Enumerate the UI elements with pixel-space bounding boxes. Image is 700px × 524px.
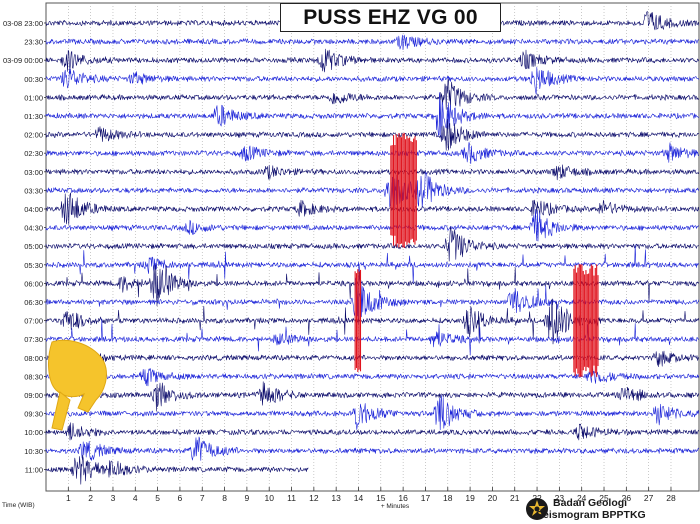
chart-title: PUSS EHZ VG 00 (280, 3, 501, 32)
row-time-label: 07:00 (24, 317, 43, 326)
row-time-label: 07:30 (24, 335, 43, 344)
clipped-events-layer (354, 132, 599, 378)
row-time-label: 03-08 23:00 (3, 19, 43, 28)
row-time-label: 10:30 (24, 447, 43, 456)
hand-pointer-icon (48, 339, 107, 431)
seismic-trace (45, 118, 699, 151)
seismic-trace (45, 164, 700, 181)
x-tick-label: 24 (577, 493, 587, 503)
credit-line-1: Badan Geologi (553, 497, 628, 509)
seismic-trace (45, 209, 699, 242)
seismic-trace (45, 454, 309, 485)
x-tick-label: 11 (287, 493, 296, 503)
seismic-trace (45, 78, 700, 110)
seismic-trace (45, 381, 700, 412)
row-time-label: 05:00 (24, 242, 43, 251)
row-time-label: 03-09 00:00 (3, 56, 43, 65)
row-time-label: 04:00 (24, 205, 43, 214)
x-tick-label: 28 (666, 493, 676, 503)
x-tick-label: 4 (133, 493, 138, 503)
row-time-label: 06:00 (24, 279, 43, 288)
seismic-trace (45, 298, 700, 345)
row-time-label: 10:00 (24, 428, 43, 437)
seismic-trace (45, 436, 699, 461)
row-time-label: 08:30 (24, 372, 43, 381)
seismic-trace (45, 367, 700, 387)
row-time-label: 03:00 (24, 168, 43, 177)
seismic-trace (45, 171, 700, 210)
x-tick-label: 14 (354, 493, 364, 503)
badan-geologi-logo-icon (526, 498, 548, 520)
x-tick-label: 10 (264, 493, 274, 503)
seismic-trace (45, 192, 700, 225)
row-time-label: 03:30 (24, 186, 43, 195)
x-tick-label: 7 (200, 493, 205, 503)
trace-layer (45, 11, 700, 485)
x-tick-label: 16 (398, 493, 408, 503)
row-time-label: 01:00 (24, 93, 43, 102)
seismic-trace (45, 395, 700, 430)
seismic-trace (45, 318, 700, 356)
credit-block: Badan Geologi Seismogram BPPTKG (536, 497, 646, 521)
seismic-trace (45, 264, 700, 307)
x-tick-label: 21 (510, 493, 520, 503)
row-time-label: 01:30 (24, 112, 43, 121)
x-tick-label: 18 (443, 493, 453, 503)
seismic-trace (45, 422, 700, 441)
x-tick-label: 25 (599, 493, 609, 503)
x-tick-label: 27 (644, 493, 654, 503)
x-axis-label: + Minutes (381, 503, 410, 510)
y-axis-label: Time (WIB) (2, 502, 35, 509)
x-tick-label: 23 (555, 493, 565, 503)
x-tick-label: 13 (331, 493, 341, 503)
seismic-trace (45, 34, 700, 50)
x-tick-label: 8 (222, 493, 227, 503)
seismic-trace (45, 142, 699, 164)
label-layer: 1 2 3 4 5 6 7 8 9 10 11 12 13 14 15 16 17 18 19 20 21 22 23 24 2… (2, 19, 676, 510)
row-time-label: 11:00 (25, 465, 43, 474)
x-tick-label: 6 (178, 493, 183, 503)
x-tick-label: 5 (155, 493, 160, 503)
seismic-trace (45, 92, 699, 138)
row-time-label: 09:00 (24, 391, 43, 400)
credit-line-2: Seismogram BPPTKG (536, 509, 646, 521)
x-tick-label: 19 (465, 493, 475, 503)
grid-layer (44, 2, 700, 492)
row-time-label: 23:30 (24, 38, 43, 47)
row-time-label: 02:00 (24, 131, 43, 140)
x-tick-label: 12 (309, 493, 319, 503)
x-tick-label: 17 (421, 493, 431, 503)
x-tick-label: 15 (376, 493, 386, 503)
seismic-trace (45, 226, 699, 262)
row-time-label: 04:30 (24, 224, 43, 233)
x-tick-label: 9 (245, 493, 250, 503)
seismic-trace (45, 67, 700, 95)
x-tick-label: 3 (111, 493, 116, 503)
x-tick-label: 26 (622, 493, 632, 503)
x-tick-label: 22 (532, 493, 542, 503)
row-time-label: 02:30 (24, 149, 43, 158)
seismic-trace (45, 244, 699, 284)
x-tick-label: 20 (488, 493, 498, 503)
seismic-trace (45, 48, 700, 73)
row-time-label: 06:30 (24, 298, 43, 307)
row-time-label: 00:30 (24, 75, 43, 84)
row-time-label: 09:30 (24, 410, 43, 419)
x-tick-label: 2 (88, 493, 93, 503)
row-time-label: 05:30 (24, 261, 43, 270)
row-time-label: 08:00 (24, 354, 43, 363)
seismic-trace (45, 347, 700, 367)
x-tick-label: 1 (66, 493, 71, 503)
